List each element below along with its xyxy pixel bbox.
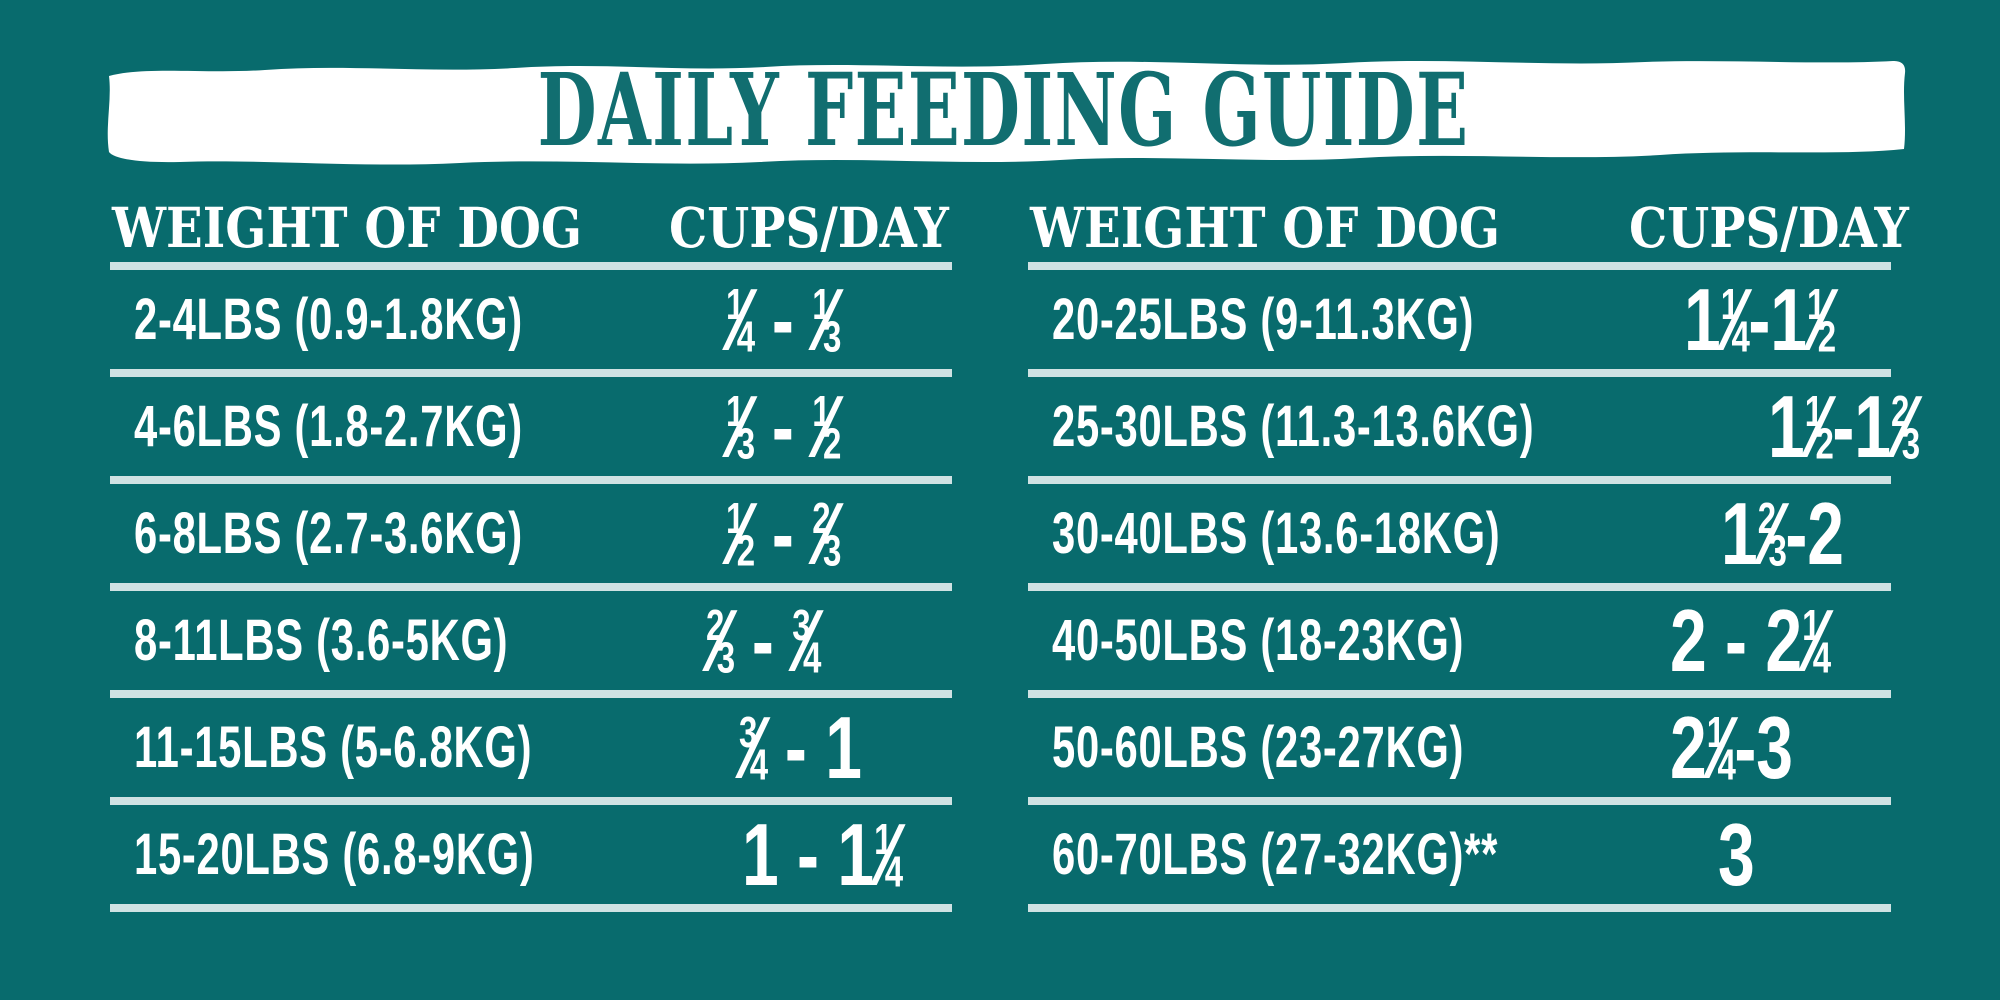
weight-cell: 15-20LBS (6.8-9KG) (110, 821, 690, 887)
title-banner: DAILY FEEDING GUIDE (95, 52, 1912, 168)
feeding-table-small-dogs: WEIGHT OF DOG CUPS/DAY 2-4LBS (0.9-1.8KG… (110, 192, 952, 912)
weight-value: 20-25LBS (9-11.3KG) (1052, 286, 1475, 352)
table-row: 8-11LBS (3.6-5KG) 2⁄3 - 3⁄4 (110, 591, 952, 698)
weight-value: 40-50LBS (18-23KG) (1052, 607, 1465, 673)
weight-cell: 2-4LBS (0.9-1.8KG) (110, 286, 674, 352)
table-row: 4-6LBS (1.8-2.7KG) 1⁄3 - 1⁄2 (110, 377, 952, 484)
weight-header-cell: WEIGHT OF DOG (110, 200, 649, 255)
weight-header-cell: WEIGHT OF DOG (1028, 200, 1567, 255)
weight-cell: 4-6LBS (1.8-2.7KG) (110, 393, 674, 459)
cups-value: 2⁄3 - 3⁄4 (705, 590, 821, 690)
table-row: 20-25LBS (9-11.3KG) 11⁄4-11⁄2 (1028, 270, 1891, 377)
table-header: WEIGHT OF DOG CUPS/DAY (1028, 192, 1909, 270)
table-row: 15-20LBS (6.8-9KG) 1 - 11⁄4 (110, 805, 952, 912)
cups-value: 3 (1717, 804, 1755, 904)
weight-value: 60-70LBS (27-32KG)** (1052, 821, 1499, 887)
weight-header: WEIGHT OF DOG (1030, 194, 1500, 260)
table-row: 40-50LBS (18-23KG) 2 - 21⁄4 (1028, 591, 1891, 698)
weight-value: 25-30LBS (11.3-13.6KG) (1052, 393, 1535, 459)
cups-header-cell: CUPS/DAY (1567, 200, 1925, 255)
cups-value: 3⁄4 - 1 (739, 697, 863, 797)
table-header: WEIGHT OF DOG CUPS/DAY (110, 192, 952, 270)
table-row: 60-70LBS (27-32KG)** 3 (1028, 805, 1891, 912)
cups-value: 11⁄4-11⁄2 (1684, 269, 1836, 369)
table-row: 50-60LBS (23-27KG) 21⁄4-3 (1028, 698, 1891, 805)
cups-value: 2 - 21⁄4 (1670, 590, 1831, 690)
weight-value: 50-60LBS (23-27KG) (1052, 714, 1465, 780)
cups-cell: 12⁄3-2 (1675, 483, 1891, 583)
weight-cell: 50-60LBS (23-27KG) (1028, 714, 1624, 780)
weight-value: 4-6LBS (1.8-2.7KG) (134, 393, 523, 459)
cups-value: 1 - 11⁄4 (742, 804, 903, 904)
cups-value: 1⁄3 - 1⁄2 (726, 376, 841, 476)
weight-cell: 8-11LBS (3.6-5KG) (110, 607, 654, 673)
cups-cell: 3 (1672, 804, 1891, 904)
weight-value: 2-4LBS (0.9-1.8KG) (134, 286, 523, 352)
cups-cell: 21⁄4-3 (1624, 697, 1891, 797)
weight-cell: 30-40LBS (13.6-18KG) (1028, 500, 1675, 566)
cups-cell: 1 - 11⁄4 (690, 804, 955, 904)
cups-cell: 11⁄2-12⁄3 (1722, 376, 1969, 476)
weight-value: 30-40LBS (13.6-18KG) (1052, 500, 1501, 566)
cups-cell: 2 - 21⁄4 (1624, 590, 1891, 690)
cups-value: 1⁄4 - 1⁄3 (726, 269, 841, 369)
weight-value: 8-11LBS (3.6-5KG) (134, 607, 509, 673)
cups-cell: 11⁄4-11⁄2 (1638, 269, 1891, 369)
cups-cell: 1⁄3 - 1⁄2 (674, 376, 952, 476)
weight-value: 15-20LBS (6.8-9KG) (134, 821, 535, 887)
weight-cell: 11-15LBS (5-6.8KG) (110, 714, 687, 780)
table-row: 25-30LBS (11.3-13.6KG) 11⁄2-12⁄3 (1028, 377, 1920, 484)
cups-value: 11⁄2-12⁄3 (1767, 376, 1920, 476)
cups-cell: 2⁄3 - 3⁄4 (654, 590, 952, 690)
cups-header-cell: CUPS/DAY (649, 200, 969, 255)
weight-cell: 40-50LBS (18-23KG) (1028, 607, 1624, 673)
table-row: 6-8LBS (2.7-3.6KG) 1⁄2 - 2⁄3 (110, 484, 952, 591)
cups-cell: 1⁄4 - 1⁄3 (674, 269, 952, 369)
cups-cell: 1⁄2 - 2⁄3 (674, 483, 952, 583)
brush-stroke-shape (107, 61, 1906, 165)
cups-header: CUPS/DAY (669, 194, 949, 260)
cups-header: CUPS/DAY (1629, 194, 1910, 260)
table-row: 2-4LBS (0.9-1.8KG) 1⁄4 - 1⁄3 (110, 270, 952, 377)
cups-value: 12⁄3-2 (1720, 483, 1844, 583)
cups-cell: 3⁄4 - 1 (687, 697, 952, 797)
weight-value: 6-8LBS (2.7-3.6KG) (134, 500, 523, 566)
weight-cell: 25-30LBS (11.3-13.6KG) (1028, 393, 1722, 459)
weight-header: WEIGHT OF DOG (112, 194, 582, 260)
table-row: 30-40LBS (13.6-18KG) 12⁄3-2 (1028, 484, 1891, 591)
page-title: DAILY FEEDING GUIDE (537, 51, 1470, 169)
weight-cell: 6-8LBS (2.7-3.6KG) (110, 500, 674, 566)
weight-value: 11-15LBS (5-6.8KG) (134, 714, 533, 780)
cups-value: 1⁄2 - 2⁄3 (726, 483, 841, 583)
feeding-table-large-dogs: WEIGHT OF DOG CUPS/DAY 20-25LBS (9-11.3K… (1028, 192, 1920, 912)
cups-value: 21⁄4-3 (1670, 697, 1794, 797)
table-row: 11-15LBS (5-6.8KG) 3⁄4 - 1 (110, 698, 952, 805)
weight-cell: 20-25LBS (9-11.3KG) (1028, 286, 1638, 352)
weight-cell: 60-70LBS (27-32KG)** (1028, 821, 1672, 887)
